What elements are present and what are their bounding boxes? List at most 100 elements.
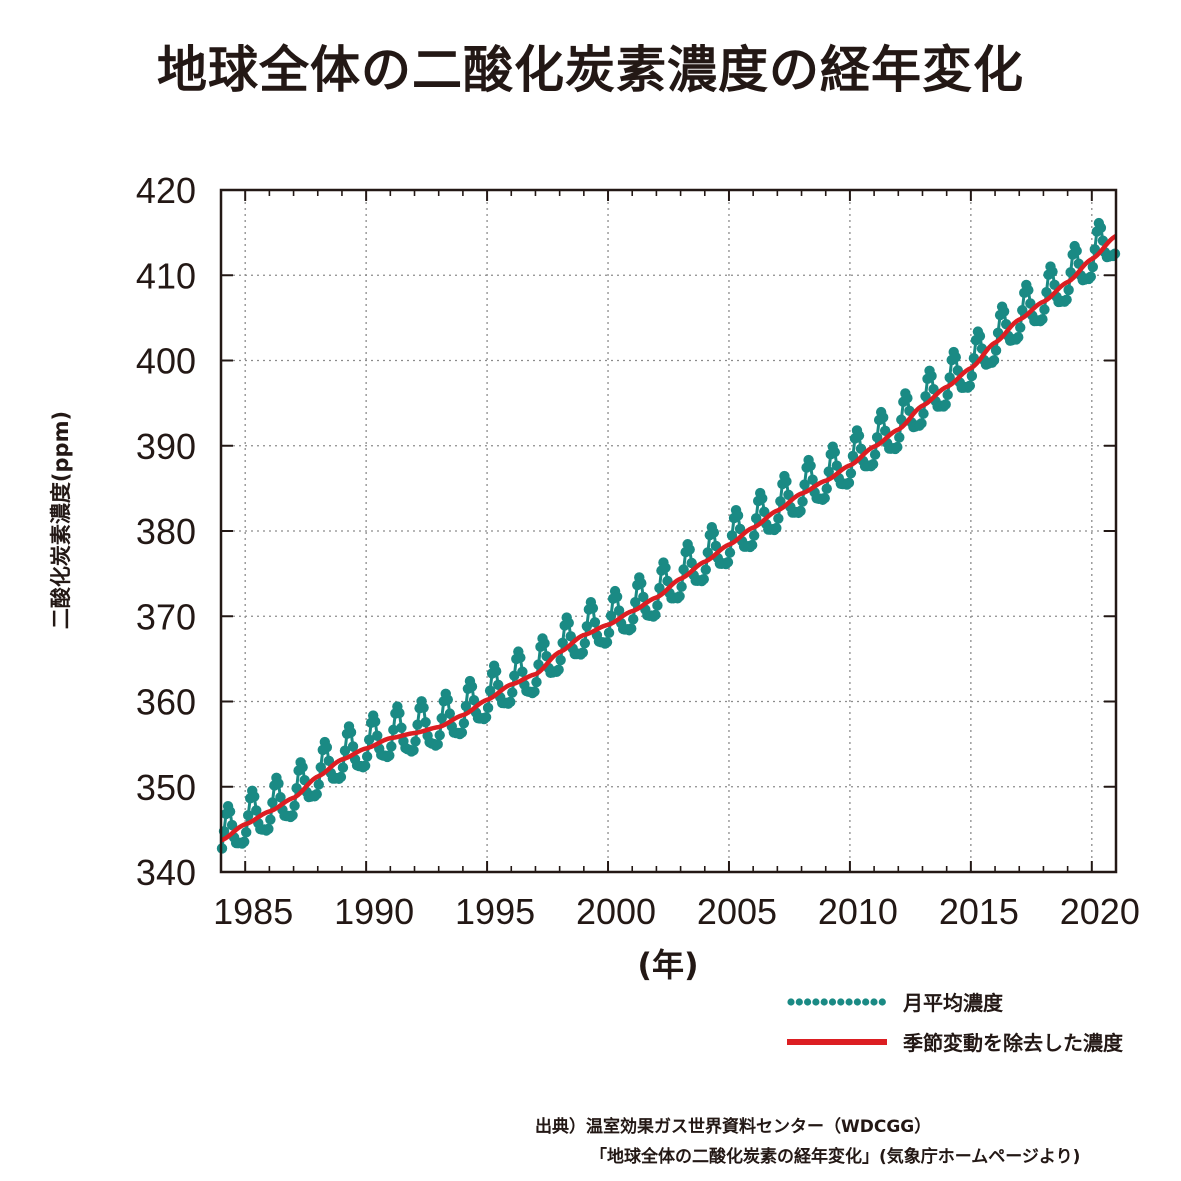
- monthly-point: [867, 458, 879, 470]
- legend-dot: [787, 997, 795, 1006]
- monthly-point: [613, 605, 625, 616]
- monthly-point: [823, 466, 834, 477]
- legend-label: 月平均濃度: [903, 991, 1003, 1015]
- y-tick-label: 390: [136, 426, 196, 467]
- monthly-point: [410, 736, 421, 747]
- monthly-point: [589, 617, 601, 628]
- monthly-point: [757, 493, 768, 504]
- monthly-point: [480, 712, 492, 723]
- monthly-point: [1015, 322, 1026, 333]
- y-tick-label: 350: [136, 767, 196, 808]
- monthly-point: [323, 755, 335, 766]
- monthly-point: [273, 778, 284, 789]
- monthly-point: [724, 547, 736, 558]
- monthly-point: [1025, 298, 1036, 309]
- monthly-point: [650, 609, 661, 621]
- monthly-point: [926, 370, 937, 382]
- monthly-point: [363, 734, 375, 745]
- monthly-point: [1017, 305, 1028, 316]
- monthly-point: [321, 742, 333, 753]
- monthly-point: [942, 389, 953, 401]
- monthly-point: [287, 810, 298, 821]
- legend-dot: [862, 997, 870, 1006]
- monthly-point: [775, 496, 786, 507]
- monthly-point: [684, 544, 695, 555]
- monthly-point: [396, 722, 407, 733]
- monthly-point: [710, 540, 722, 552]
- monthly-point: [291, 783, 302, 794]
- monthly-point: [563, 617, 574, 629]
- monthly-point: [678, 564, 689, 575]
- monthly-point: [240, 827, 252, 838]
- monthly-point: [853, 430, 865, 441]
- monthly-point: [734, 523, 746, 535]
- monthly-point: [799, 479, 810, 490]
- chart-title: 地球全体の二酸化炭素濃度の経年変化: [157, 41, 1024, 99]
- trend-series: [219, 234, 1118, 843]
- monthly-point: [902, 392, 913, 404]
- monthly-point: [243, 810, 254, 821]
- monthly-point: [434, 729, 445, 741]
- y-axis-label: 二酸化炭素濃度(ppm): [49, 410, 73, 630]
- monthly-point: [845, 468, 857, 479]
- monthly-point: [275, 792, 286, 803]
- monthly-point: [339, 745, 351, 756]
- monthly-point: [807, 474, 818, 485]
- monthly-point: [372, 730, 383, 741]
- legend-dot: [828, 997, 837, 1006]
- monthly-point: [781, 476, 792, 487]
- monthly-point: [577, 647, 589, 658]
- monthly-point: [388, 724, 399, 736]
- monthly-point: [386, 741, 397, 752]
- monthly-point: [829, 446, 841, 458]
- monthly-point: [313, 779, 324, 790]
- legend-item-trend: 季節変動を除去した濃度: [785, 1027, 1123, 1056]
- trend-line: [219, 234, 1118, 843]
- monthly-point: [539, 638, 550, 649]
- x-axis-label: (年): [637, 946, 699, 984]
- monthly-point: [484, 685, 496, 696]
- monthly-point: [920, 391, 931, 402]
- monthly-point: [674, 591, 685, 602]
- monthly-point: [517, 666, 528, 677]
- monthly-point: [998, 306, 1010, 317]
- monthly-series: [216, 217, 1121, 854]
- monthly-point: [974, 330, 986, 342]
- y-tick-label: 370: [136, 596, 196, 637]
- x-tick-label: 1985: [213, 891, 293, 932]
- monthly-point: [988, 355, 1000, 366]
- legend-dot: [837, 997, 845, 1006]
- monthly-point: [843, 477, 855, 489]
- monthly-point: [700, 564, 711, 575]
- monthly-point: [686, 557, 697, 569]
- monthly-point: [361, 751, 373, 762]
- monthly-point: [466, 681, 478, 692]
- monthly-point: [515, 652, 526, 663]
- monthly-point: [1047, 266, 1058, 277]
- monthly-point: [940, 399, 951, 410]
- monthly-point: [492, 679, 504, 691]
- monthly-point: [297, 762, 308, 773]
- monthly-point: [579, 637, 591, 649]
- monthly-point: [265, 814, 276, 825]
- monthly-point: [821, 483, 832, 494]
- monthly-point: [482, 702, 494, 714]
- y-tick-label: 410: [136, 255, 196, 296]
- monthly-point: [1039, 304, 1050, 315]
- monthly-point: [359, 760, 371, 771]
- y-tick-label: 340: [136, 852, 196, 893]
- monthly-point: [773, 513, 784, 524]
- monthly-point: [263, 823, 274, 835]
- monthly-point: [871, 432, 883, 443]
- legend-dot: [845, 997, 853, 1006]
- legend-dot: [853, 997, 861, 1006]
- x-tick-label: 2010: [818, 891, 898, 932]
- x-tick-label: 1995: [455, 891, 535, 932]
- monthly-point: [384, 750, 395, 761]
- monthly-point: [892, 441, 903, 453]
- monthly-point: [509, 670, 520, 681]
- monthly-point: [557, 637, 568, 649]
- monthly-point: [1041, 287, 1052, 298]
- monthly-point: [918, 408, 929, 419]
